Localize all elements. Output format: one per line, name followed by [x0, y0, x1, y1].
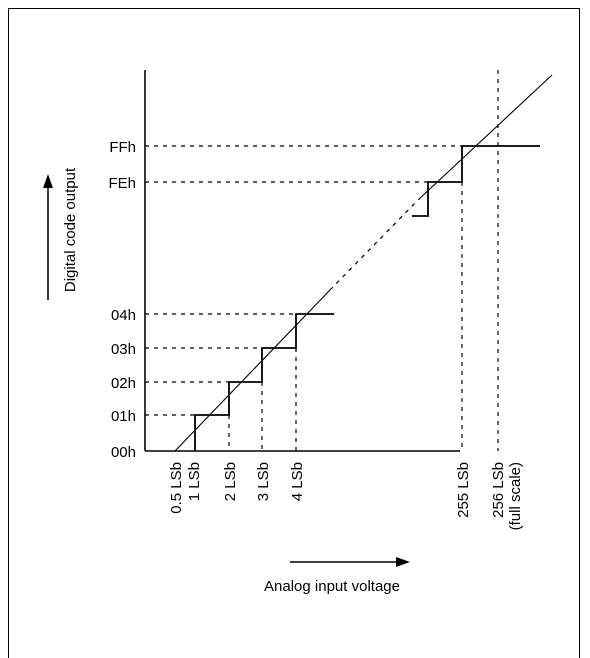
x-tick-label: (full scale) [507, 462, 524, 530]
x-tick-label: 256 LSb [490, 462, 507, 518]
y-axis-arrow-head [43, 174, 53, 188]
x-tick-label: 0.5 LSb [168, 462, 185, 514]
y-tick-label: 00h [111, 444, 136, 461]
y-tick-label: 04h [111, 307, 136, 324]
y-tick-label: 03h [111, 341, 136, 358]
x-tick-label: 1 LSb [186, 462, 203, 501]
x-tick-label: 4 LSb [289, 462, 306, 501]
x-axis-title: Analog input voltage [264, 578, 400, 595]
y-tick-label: FEh [108, 175, 136, 192]
staircase-upper [412, 145, 540, 217]
y-axis-title: Digital code output [62, 167, 79, 292]
y-tick-label: 01h [111, 408, 136, 425]
y-tick-label: 02h [111, 375, 136, 392]
x-tick-label: 2 LSb [222, 462, 239, 501]
figure-frame [8, 8, 580, 658]
ideal-line-dashed [329, 199, 419, 291]
ideal-line-upper [417, 74, 553, 201]
y-tick-label: FFh [109, 139, 136, 156]
x-tick-label: 3 LSb [255, 462, 272, 501]
staircase-lower [194, 313, 334, 451]
x-tick-label: 255 LSb [455, 462, 472, 518]
ideal-line-lower [174, 289, 331, 452]
x-axis-arrow-head [396, 557, 410, 567]
